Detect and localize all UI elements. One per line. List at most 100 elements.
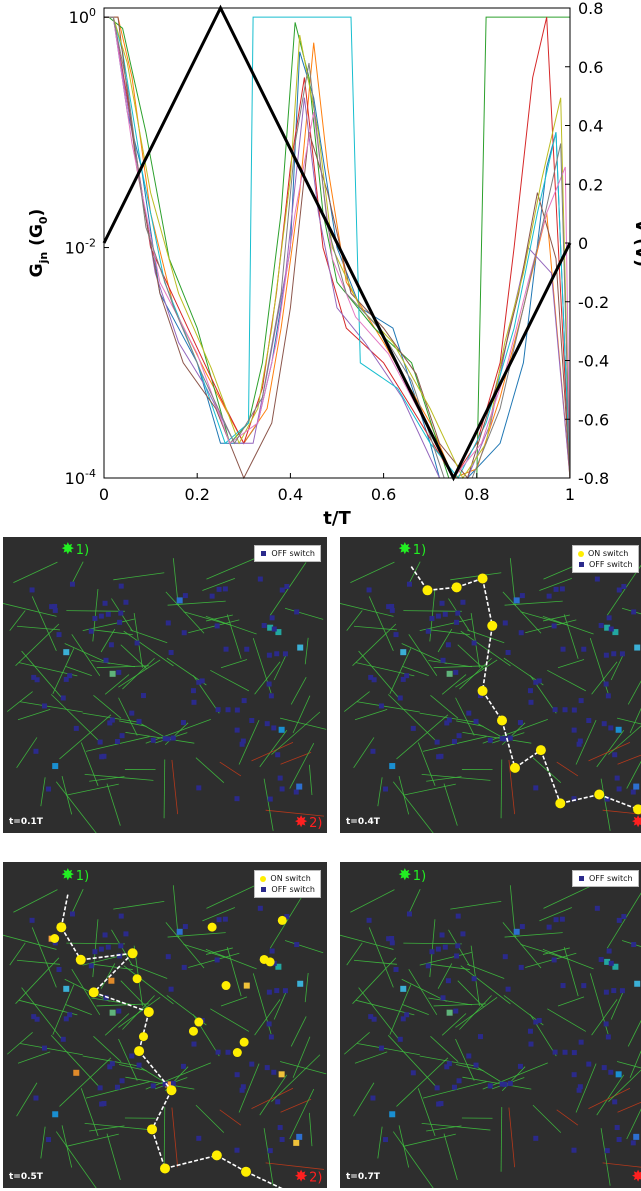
off-switch-marker: [222, 586, 228, 592]
nanowire: [419, 951, 472, 966]
nanowire: [422, 1081, 487, 1099]
off-switch-marker: [266, 681, 272, 687]
off-switch-marker: [73, 1069, 80, 1076]
off-switch-marker: [383, 1137, 389, 1143]
nanowire: [64, 978, 110, 1002]
off-switch-marker: [56, 632, 62, 638]
nanowire: [269, 889, 307, 949]
off-switch-marker: [604, 796, 610, 802]
nanowire: [167, 600, 226, 606]
off-switch-marker: [446, 1061, 452, 1067]
off-switch-marker: [63, 985, 70, 992]
on-switch-marker: [232, 1048, 242, 1058]
nanowire: [401, 978, 447, 1002]
nanowire: [392, 781, 434, 833]
off-switch-marker: [368, 1014, 374, 1020]
off-switch-marker: [611, 988, 617, 994]
off-switch-marker: [389, 1111, 396, 1118]
nanowire: [403, 610, 462, 612]
nanowire: [457, 644, 484, 670]
off-switch-marker: [453, 669, 459, 675]
off-switch-marker: [619, 651, 625, 657]
off-switch-marker: [284, 914, 290, 920]
off-switch-marker: [225, 1049, 231, 1055]
nanowire: [441, 674, 467, 695]
off-switch-marker: [518, 630, 524, 636]
off-switch-marker: [425, 628, 431, 634]
off-switch-marker: [257, 905, 263, 911]
off-switch-marker: [297, 644, 304, 651]
nanowire: [273, 652, 288, 681]
off-switch-marker: [378, 1045, 384, 1051]
off-switch-marker: [293, 1139, 300, 1146]
nanowire: [118, 697, 138, 736]
nanowire: [556, 1109, 579, 1126]
nanowire: [59, 1057, 112, 1107]
off-switch-marker: [606, 615, 612, 621]
off-switch-marker: [455, 913, 461, 919]
nanowire: [280, 717, 327, 730]
off-switch-marker: [209, 593, 215, 599]
off-switch-marker: [429, 949, 435, 955]
off-switch-marker: [435, 946, 441, 952]
nanowire: [130, 629, 168, 644]
nanowire: [254, 661, 281, 695]
nanowire: [428, 997, 473, 1006]
nanowire: [457, 980, 485, 1008]
off-switch-marker: [378, 703, 384, 709]
current-path-segment: [93, 952, 134, 993]
current-path-segment: [151, 1089, 173, 1130]
off-switch-marker: [527, 688, 533, 694]
off-switch-marker: [109, 717, 115, 723]
off-switch-marker: [404, 1012, 410, 1018]
nanowire: [271, 711, 321, 755]
off-switch-marker: [608, 725, 614, 731]
x-tick-label: 0.6: [371, 485, 396, 504]
off-switch-marker: [102, 600, 108, 606]
x-tick-label: 0: [99, 485, 109, 504]
off-switch-marker: [114, 1084, 120, 1090]
on-switch-marker: [143, 1006, 154, 1017]
nanowire: [460, 630, 511, 667]
off-switch-marker: [33, 1095, 39, 1101]
off-switch-marker: [107, 1064, 113, 1070]
off-switch-marker: [274, 988, 280, 994]
off-switch-marker: [442, 611, 448, 617]
nanowire: [532, 1104, 562, 1133]
nanowire: [629, 1050, 641, 1078]
off-switch-marker: [533, 679, 539, 685]
snapshot-panel-0p1T: ✸ 1) ✸ 2) OFF switch t=0.1T: [3, 537, 327, 833]
off-switch-marker: [611, 651, 617, 657]
off-switch-marker: [240, 1084, 246, 1090]
off-switch-marker: [400, 1016, 406, 1022]
off-switch-marker: [264, 721, 270, 727]
nanowire: [16, 959, 60, 965]
nanowire: [542, 947, 570, 955]
nanowire: [20, 1043, 83, 1056]
current-path-segment: [60, 926, 82, 961]
off-switch-marker: [616, 587, 622, 593]
off-switch-marker: [633, 1133, 640, 1140]
nanowire: [455, 697, 475, 736]
current-path-segment: [514, 749, 542, 769]
nanowire: [456, 1064, 484, 1072]
off-switch-marker: [528, 699, 534, 705]
source-electrode-icon: ✸: [61, 539, 74, 558]
off-switch-marker: [199, 678, 205, 684]
off-switch-marker: [383, 786, 389, 792]
nanowire: [40, 777, 46, 807]
off-switch-marker: [507, 1080, 513, 1086]
nanowire: [188, 952, 240, 968]
off-switch-marker: [215, 707, 221, 713]
off-switch-marker: [241, 698, 247, 704]
source-electrode-icon: ✸: [398, 539, 411, 558]
legend-label: ON switch: [588, 549, 629, 558]
off-switch-marker: [366, 917, 372, 923]
nanowire: [163, 759, 166, 819]
nanowire: [525, 619, 577, 634]
nanowire: [350, 561, 395, 584]
off-switch-marker: [608, 960, 614, 966]
off-switch-marker: [181, 964, 187, 970]
off-switch-marker: [438, 753, 444, 759]
off-switch-marker: [598, 622, 604, 628]
